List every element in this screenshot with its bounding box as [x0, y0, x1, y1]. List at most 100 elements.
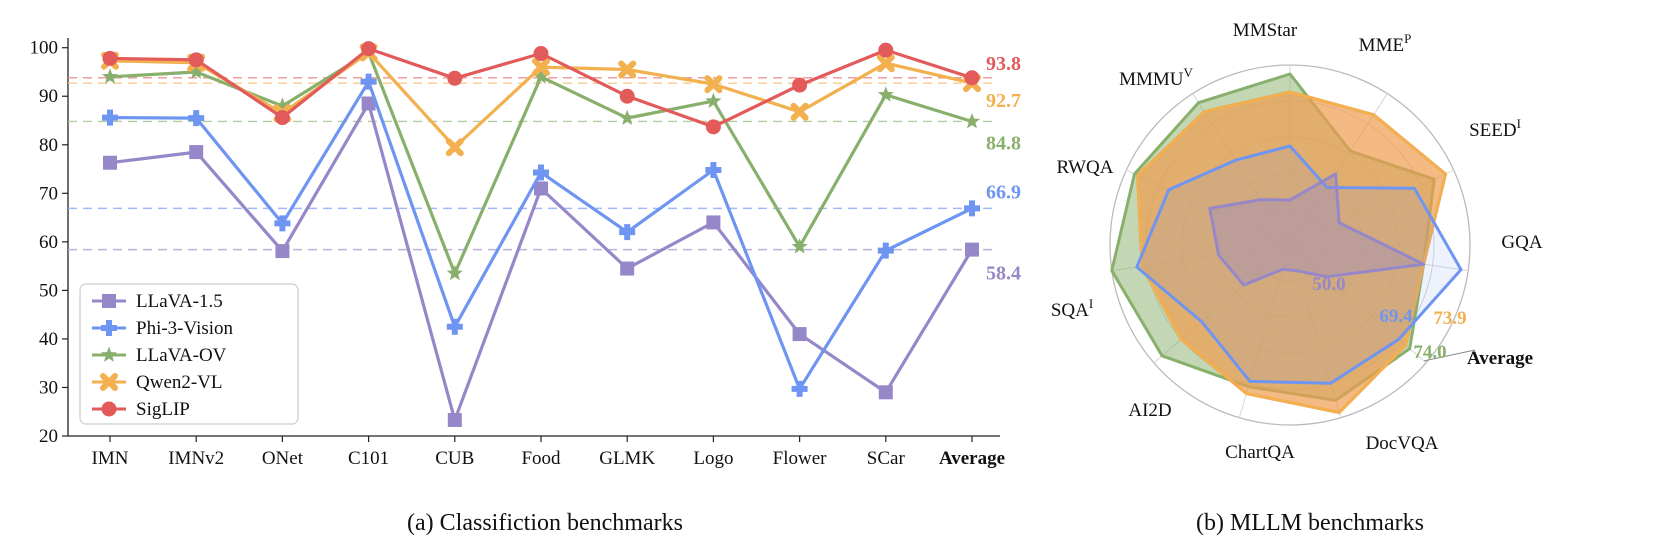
siglip-point	[447, 70, 463, 86]
radar-axis-label-rwqa: RWQA	[1057, 157, 1114, 178]
phi-3-vision-point	[619, 224, 636, 241]
radar-axis-labels: MMStarMMEPSEEDIGQAAverageDocVQAChartQAAI…	[1051, 20, 1543, 463]
radar-axis-name: MMMU	[1119, 69, 1184, 90]
llava-ov-point	[705, 92, 722, 108]
siglip-series	[102, 41, 980, 135]
x-tick-label: IMN	[92, 448, 129, 469]
radar-axis-name: MME	[1359, 35, 1404, 56]
radar-series	[1110, 72, 1463, 414]
line-chart-caption: (a) Classifiction benchmarks	[407, 510, 683, 536]
x-tick-label: SCar	[867, 448, 906, 469]
qwen2-vl-legend-label: Qwen2-VL	[136, 372, 223, 393]
y-tick-label: 70	[39, 183, 58, 204]
radar-axis-label-gqa: GQA	[1501, 232, 1542, 253]
y-tick-label: 100	[30, 38, 59, 59]
radar-axis-name: ChartQA	[1225, 442, 1295, 463]
average-pointer-line	[1423, 349, 1476, 362]
radar-axis-name: MMStar	[1233, 20, 1298, 41]
qwen2-vl-legend-marker	[100, 373, 118, 391]
llava-1-5-radar-area	[1208, 172, 1426, 287]
radar-axis-superscript: V	[1184, 65, 1194, 80]
siglip-point	[792, 77, 808, 93]
llava-1-5-legend-marker	[102, 294, 116, 308]
phi-3-vision-point	[705, 162, 722, 179]
llava-1-5-point	[447, 412, 462, 427]
phi-3-vision-legend-marker	[101, 320, 117, 336]
llava-1-5-point	[965, 242, 979, 257]
siglip-point	[361, 41, 377, 57]
qwen2-vl-point	[532, 58, 550, 77]
qwen2-vl-point-stroke	[532, 58, 550, 77]
qwen2-vl-point-stroke	[704, 75, 723, 94]
llava-ov-point	[791, 238, 808, 254]
phi-3-vision-point	[964, 200, 980, 217]
llava-ov-legend-label: LLaVA-OV	[136, 345, 227, 366]
qwen2-vl-radar-area	[1136, 90, 1447, 414]
x-tick-label: IMNv2	[168, 448, 224, 469]
classification-line-chart: 20 30 40 50 60 70 80 90 100 IMN IMNv2 ONet C101 CUB Fo…	[30, 38, 1022, 536]
siglip-point	[188, 52, 204, 68]
x-tick-label: Average	[939, 448, 1005, 469]
llava-1-5-point	[361, 96, 376, 111]
phi-3-vision-point	[446, 318, 463, 335]
siglip-point	[705, 119, 721, 135]
llava-ov-legend-marker	[100, 346, 118, 362]
radar-axis-label-chartqa: ChartQA	[1225, 442, 1295, 463]
qwen2-vl-point	[790, 102, 809, 121]
qwen2-vl-point	[704, 75, 723, 94]
y-tick-label: 20	[39, 426, 58, 447]
qwen2-vl-legend-marker-stroke	[100, 373, 118, 391]
llava-ov-point	[963, 113, 981, 129]
y-tick-label: 80	[39, 135, 58, 156]
llava-ov-point	[101, 68, 119, 84]
radar-chart-caption: (b) MLLM benchmarks	[1196, 510, 1424, 536]
y-tick-label: 30	[39, 377, 58, 398]
qwen2-vl-point	[445, 138, 464, 157]
siglip-average-label: 93.8	[986, 53, 1021, 75]
llava-1-5-average-label: 58.4	[986, 263, 1021, 285]
qwen2-vl-average-label: 92.7	[986, 90, 1021, 112]
llava-1-5-point	[706, 215, 721, 230]
y-tick-label: 50	[39, 280, 58, 301]
llava-ov-point	[532, 68, 550, 84]
phi-3-vision-point	[188, 110, 205, 127]
line-chart-average-labels: 58.4 66.9 84.8 92.7 93.8	[986, 53, 1021, 285]
llava-ov-point	[446, 264, 463, 281]
qwen2-vl-series	[101, 43, 981, 157]
siglip-point	[533, 46, 549, 62]
radar-axis-label-mme: MMEP	[1359, 31, 1412, 56]
phi-3-vision-point	[877, 242, 894, 259]
x-tick-label: C101	[348, 448, 389, 469]
phi-3-vision-point	[274, 215, 291, 232]
phi-3-vision-point	[533, 164, 549, 181]
siglip-point	[274, 110, 290, 126]
radar-axis-label-docvqa: DocVQA	[1366, 433, 1439, 454]
phi-3-vision-point	[791, 380, 808, 397]
x-tick-label: Flower	[773, 448, 828, 469]
siglip-point	[619, 88, 635, 104]
siglip-legend-label: SigLIP	[136, 399, 190, 420]
siglip-legend-marker	[101, 401, 117, 417]
radar-axis-label-average: Average	[1467, 348, 1533, 369]
radar-axis-name: RWQA	[1057, 157, 1114, 178]
radar-axis-name: DocVQA	[1366, 433, 1439, 454]
phi-3-vision-legend-label: Phi-3-Vision	[136, 318, 234, 339]
llava-ov-point	[877, 86, 894, 102]
y-tick-label: 90	[39, 86, 58, 107]
y-tick-label: 60	[39, 232, 58, 253]
qwen2-vl-point-stroke	[876, 54, 895, 73]
phi-3-vision-series	[102, 73, 980, 397]
llava-ov-average-label: 84.8	[986, 132, 1021, 154]
qwen2-vl-point	[618, 60, 637, 79]
siglip-point	[964, 70, 980, 86]
radar-axis-name: AI2D	[1128, 400, 1171, 421]
line-chart-axes: 20 30 40 50 60 70 80 90 100 IMN IMNv2 ONet C101 CUB Fo…	[30, 38, 1006, 469]
qwen2-vl-radar-average-label: 73.9	[1433, 308, 1466, 329]
llava-1-5-point	[103, 155, 117, 170]
llava-1-5-point	[275, 244, 290, 259]
radar-axis-label-mmstar: MMStar	[1233, 20, 1298, 41]
radar-axis-name: SQA	[1051, 300, 1089, 321]
legend-box	[79, 283, 299, 425]
siglip-point	[102, 50, 118, 66]
